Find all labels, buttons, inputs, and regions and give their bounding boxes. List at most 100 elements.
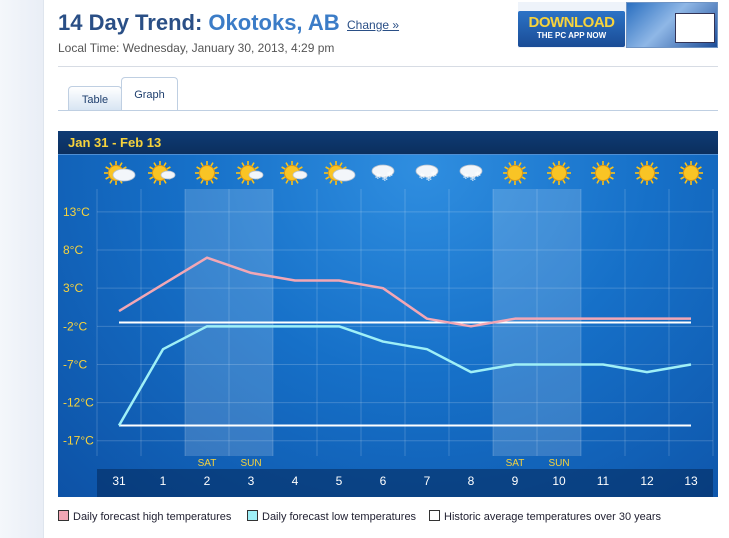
change-location-link[interactable]: Change » <box>347 18 400 32</box>
y-tick-label: -17°C <box>63 434 94 448</box>
sun-ray <box>562 179 566 184</box>
x-axis-strip <box>97 469 713 497</box>
sun-ray <box>210 179 214 184</box>
sun-ray <box>636 166 641 170</box>
snowflake: ❄ <box>426 174 433 183</box>
chart-plot: 13°C8°C3°C-2°C-7°C-12°C-17°C31 1 2SAT3SUN4… <box>63 161 714 497</box>
weekend-label: SAT <box>506 458 525 469</box>
sun-ray <box>684 162 688 167</box>
snowflake: ❄ <box>419 172 426 181</box>
app-screenshot-image <box>626 2 718 48</box>
date-range: Jan 31 - Feb 13 <box>68 135 162 150</box>
tab-divider <box>58 110 718 111</box>
snowflake: ❄ <box>382 174 389 183</box>
local-time: Local Time: Wednesday, January 30, 2013,… <box>58 41 335 55</box>
download-ad-banner[interactable]: DOWNLOAD THE PC APP NOW <box>518 2 718 48</box>
sun-ray <box>518 179 522 184</box>
cloud-shape <box>160 170 176 180</box>
snowflake: ❄ <box>375 172 382 181</box>
high-temperature-line <box>118 256 691 328</box>
weekend-label: SUN <box>548 458 569 469</box>
legend-high-label: Daily forecast high temperatures <box>73 511 232 523</box>
legend-historic-label: Historic average temperatures over 30 ye… <box>444 511 662 523</box>
sun-ray <box>694 162 698 167</box>
y-tick-label: -7°C <box>63 357 87 371</box>
sun-ray <box>241 162 245 167</box>
y-tick-label: 13°C <box>63 205 90 219</box>
sunny-icon <box>551 165 567 181</box>
x-tick-label: 12 <box>640 474 654 488</box>
y-tick-label: -12°C <box>63 396 94 410</box>
sun-ray <box>680 166 685 170</box>
sun-ray <box>636 176 641 180</box>
sun-ray <box>325 166 330 170</box>
sun-ray <box>119 162 123 167</box>
sun-ray <box>149 176 154 180</box>
sun-ray <box>508 179 512 184</box>
sun-ray <box>609 166 614 170</box>
snow-icon <box>415 164 439 178</box>
cloud-shape <box>332 168 356 182</box>
x-tick-label: 3 <box>248 474 255 488</box>
sun-ray <box>285 162 289 167</box>
sun-ray <box>504 176 509 180</box>
chart-header: Jan 31 - Feb 13 <box>58 131 718 155</box>
sun-ray <box>166 166 171 170</box>
x-tick-label: 4 <box>292 474 299 488</box>
cloud-shape <box>292 170 308 180</box>
sun-ray <box>521 166 526 170</box>
sun-ray <box>237 176 242 180</box>
x-tick-label: 5 <box>336 474 343 488</box>
sun-ray <box>251 179 255 184</box>
sun-ray <box>200 179 204 184</box>
weekend-label: SUN <box>240 458 261 469</box>
sun-ray <box>210 162 214 167</box>
sun-ray <box>241 179 245 184</box>
tab-graph[interactable]: Graph <box>121 77 178 111</box>
snowflake: ❄ <box>470 174 477 183</box>
x-tick-label: 13 <box>684 474 698 488</box>
sun-ray <box>196 166 201 170</box>
x-tick-label: 2 <box>204 474 211 488</box>
trend-chart: Jan 31 - Feb 13 13°C 8°C 3°C -2°C -7°C -12°C -… <box>58 131 718 497</box>
sun-ray <box>592 176 597 180</box>
cloud-shape <box>248 170 264 180</box>
sun-ray <box>609 176 614 180</box>
tab-table[interactable]: Table <box>68 86 122 110</box>
sun-ray <box>504 166 509 170</box>
sun-ray <box>596 179 600 184</box>
sun-ray <box>508 162 512 167</box>
sun-ray <box>285 179 289 184</box>
download-ad-button[interactable]: DOWNLOAD THE PC APP NOW <box>518 11 625 47</box>
sun-ray <box>697 176 702 180</box>
sun-ray <box>606 179 610 184</box>
page-title-prefix: 14 Day Trend: <box>58 10 203 35</box>
y-tick-label: 8°C <box>63 243 83 257</box>
sun-ray <box>640 162 644 167</box>
ad-headline: DOWNLOAD <box>528 14 616 31</box>
sun-ray <box>640 179 644 184</box>
sun-ray <box>254 166 259 170</box>
sun-ray <box>650 179 654 184</box>
sun-ray <box>680 176 685 180</box>
sun-ray <box>552 179 556 184</box>
low-temperature-line <box>117 325 692 427</box>
sun-ray <box>196 176 201 180</box>
sun-ray <box>653 176 658 180</box>
left-sidebar-strip <box>0 0 44 538</box>
legend-low-label: Daily forecast low temperatures <box>262 511 417 523</box>
sun-ray <box>149 166 154 170</box>
sunny-icon <box>199 165 215 181</box>
sun-ray <box>295 162 299 167</box>
sun-ray <box>518 162 522 167</box>
ad-subline: THE PC APP NOW <box>536 31 607 40</box>
sun-ray <box>213 176 218 180</box>
sun-ray <box>548 176 553 180</box>
sun-ray <box>329 162 333 167</box>
sun-ray <box>694 179 698 184</box>
sun-ray <box>521 176 526 180</box>
sun-ray <box>105 166 110 170</box>
weekend-label: SAT <box>198 458 217 469</box>
sun-ray <box>596 162 600 167</box>
sun-ray <box>213 166 218 170</box>
